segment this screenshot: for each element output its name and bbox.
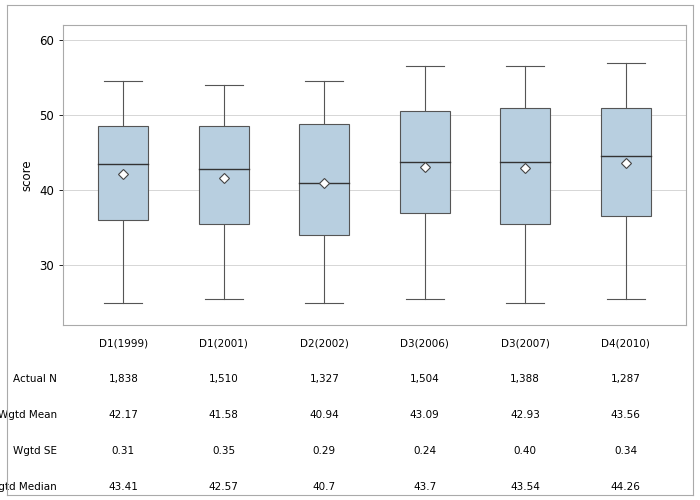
Text: Wgtd Median: Wgtd Median <box>0 482 57 492</box>
Text: 0.34: 0.34 <box>614 446 637 456</box>
Text: 40.7: 40.7 <box>313 482 336 492</box>
Text: 1,504: 1,504 <box>410 374 440 384</box>
Text: 43.7: 43.7 <box>413 482 436 492</box>
Bar <box>400 112 450 212</box>
Text: 0.29: 0.29 <box>313 446 336 456</box>
Text: 43.41: 43.41 <box>108 482 138 492</box>
Text: 42.57: 42.57 <box>209 482 239 492</box>
Text: D4(2010): D4(2010) <box>601 338 650 348</box>
Text: 1,838: 1,838 <box>108 374 138 384</box>
Text: Actual N: Actual N <box>13 374 57 384</box>
Text: Wgtd Mean: Wgtd Mean <box>0 410 57 420</box>
Text: 1,287: 1,287 <box>611 374 640 384</box>
Y-axis label: score: score <box>20 159 34 191</box>
Text: 43.09: 43.09 <box>410 410 440 420</box>
Text: 0.24: 0.24 <box>413 446 436 456</box>
Text: 0.40: 0.40 <box>514 446 537 456</box>
Bar <box>601 108 651 216</box>
Text: 41.58: 41.58 <box>209 410 239 420</box>
Bar <box>98 126 148 220</box>
Text: D3(2007): D3(2007) <box>500 338 550 348</box>
Text: 0.31: 0.31 <box>112 446 135 456</box>
Text: D1(2001): D1(2001) <box>199 338 248 348</box>
Text: D2(2002): D2(2002) <box>300 338 349 348</box>
Text: Wgtd SE: Wgtd SE <box>13 446 57 456</box>
Text: 1,388: 1,388 <box>510 374 540 384</box>
Text: D3(2006): D3(2006) <box>400 338 449 348</box>
Bar <box>500 108 550 224</box>
Text: 40.94: 40.94 <box>309 410 339 420</box>
Bar <box>299 124 349 235</box>
Text: 42.17: 42.17 <box>108 410 138 420</box>
Text: 43.56: 43.56 <box>611 410 640 420</box>
Bar <box>199 126 249 224</box>
Text: 1,327: 1,327 <box>309 374 339 384</box>
Text: 42.93: 42.93 <box>510 410 540 420</box>
Text: 43.54: 43.54 <box>510 482 540 492</box>
Text: D1(1999): D1(1999) <box>99 338 148 348</box>
Text: 0.35: 0.35 <box>212 446 235 456</box>
Text: 44.26: 44.26 <box>611 482 640 492</box>
Text: 1,510: 1,510 <box>209 374 239 384</box>
